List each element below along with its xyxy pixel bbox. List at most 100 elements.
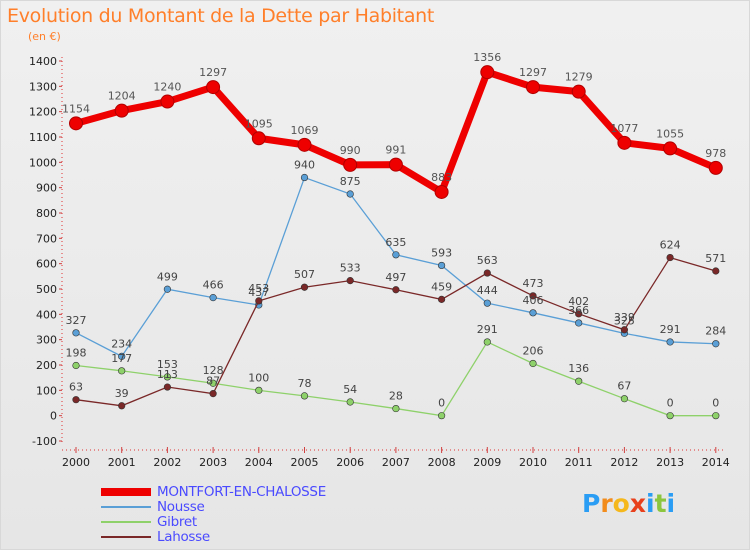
data-label-lahosse: 339 — [614, 311, 635, 324]
legend-label: Nousse — [157, 499, 205, 515]
y-tick-label: 500 — [36, 283, 57, 296]
data-point-montfort-en-chalosse — [343, 157, 358, 172]
data-point-montfort-en-chalosse — [663, 141, 678, 156]
y-tick-label: 100 — [36, 384, 57, 397]
data-point-nousse — [72, 329, 80, 337]
y-tick-label: 700 — [36, 232, 57, 245]
data-point-lahosse — [392, 286, 400, 294]
data-point-montfort-en-chalosse — [114, 103, 129, 118]
data-point-nousse — [529, 309, 537, 317]
data-label-lahosse: 563 — [477, 254, 498, 267]
data-label-montfort-en-chalosse: 1297 — [199, 66, 227, 79]
data-label-montfort-en-chalosse: 1095 — [245, 117, 273, 130]
y-tick-label: 1000 — [29, 156, 57, 169]
data-point-lahosse — [438, 295, 446, 303]
logo-letter: t — [654, 489, 667, 518]
data-label-montfort-en-chalosse: 990 — [340, 144, 361, 157]
y-tick-label: 1300 — [29, 80, 57, 93]
legend-swatch — [101, 488, 151, 496]
data-label-lahosse: 533 — [340, 262, 361, 275]
data-point-gibret — [575, 377, 583, 385]
data-label-gibret: 291 — [477, 323, 498, 336]
data-label-nousse: 291 — [660, 323, 681, 336]
chart-title: Evolution du Montant de la Dette par Hab… — [7, 5, 435, 27]
data-point-montfort-en-chalosse — [708, 160, 723, 175]
logo-letter: r — [600, 489, 613, 518]
data-point-gibret — [392, 404, 400, 413]
data-label-lahosse: 402 — [568, 295, 589, 308]
legend-label: MONTFORT-EN-CHALOSSE — [157, 484, 326, 500]
y-tick-label: 900 — [36, 182, 57, 195]
data-label-lahosse: 39 — [115, 387, 129, 400]
legend-swatch — [101, 536, 151, 538]
data-label-gibret: 0 — [438, 397, 445, 410]
data-point-montfort-en-chalosse — [297, 137, 312, 152]
y-tick-label: 300 — [36, 334, 57, 347]
legend-label: Gibret — [157, 514, 197, 530]
data-label-nousse: 284 — [705, 325, 726, 338]
data-point-montfort-en-chalosse — [480, 65, 495, 80]
y-tick-label: 1100 — [29, 131, 57, 144]
data-point-nousse — [666, 338, 674, 346]
data-point-montfort-en-chalosse — [526, 80, 540, 95]
x-tick-label: 2014 — [702, 456, 730, 469]
logo-letter: o — [612, 489, 630, 518]
data-point-gibret — [163, 373, 171, 381]
data-label-montfort-en-chalosse: 1055 — [656, 127, 684, 140]
data-point-lahosse — [712, 267, 720, 275]
data-point-lahosse — [575, 310, 583, 318]
data-point-nousse — [118, 352, 126, 360]
data-label-montfort-en-chalosse: 1356 — [473, 51, 501, 64]
data-label-nousse: 593 — [431, 246, 452, 259]
data-point-gibret — [666, 412, 674, 420]
data-label-lahosse: 473 — [523, 277, 544, 290]
x-tick-label: 2013 — [656, 456, 684, 469]
data-label-montfort-en-chalosse: 1154 — [62, 102, 90, 115]
data-label-nousse: 406 — [523, 294, 544, 307]
data-point-nousse — [209, 294, 217, 302]
data-point-gibret — [438, 412, 446, 420]
y-tick-label: 800 — [36, 207, 57, 220]
data-point-gibret — [300, 392, 309, 400]
data-point-lahosse — [72, 396, 80, 404]
data-label-nousse: 635 — [385, 236, 406, 249]
y-tick-label: 0 — [50, 410, 57, 423]
data-point-lahosse — [346, 277, 354, 285]
x-tick-label: 2004 — [245, 456, 273, 469]
x-tick-label: 2003 — [199, 456, 227, 469]
data-label-lahosse: 453 — [248, 282, 269, 295]
y-tick-label: 200 — [36, 359, 57, 372]
logo-letter: x — [629, 489, 646, 518]
y-tick-label: 400 — [36, 308, 57, 321]
logo-letter: P — [582, 489, 601, 518]
data-label-gibret: 198 — [66, 347, 87, 360]
data-label-lahosse: 87 — [206, 375, 220, 388]
data-point-lahosse — [118, 402, 126, 410]
data-point-gibret — [346, 398, 354, 406]
logo-letter: i — [666, 489, 676, 518]
data-point-nousse — [483, 299, 491, 307]
x-tick-label: 2011 — [565, 456, 593, 469]
data-point-lahosse — [666, 253, 674, 262]
data-label-nousse: 234 — [111, 337, 132, 350]
x-tick-label: 2001 — [108, 456, 136, 469]
data-point-montfort-en-chalosse — [434, 184, 449, 199]
data-point-lahosse — [163, 383, 171, 391]
data-point-montfort-en-chalosse — [206, 80, 221, 95]
data-label-gibret: 67 — [617, 380, 631, 393]
data-label-gibret: 136 — [568, 362, 589, 375]
data-label-gibret: 206 — [523, 344, 544, 357]
data-label-nousse: 366 — [568, 304, 589, 317]
data-label-lahosse: 459 — [431, 280, 452, 293]
data-label-lahosse: 571 — [705, 252, 726, 265]
data-point-gibret — [209, 379, 217, 387]
data-point-lahosse — [483, 269, 491, 277]
data-label-nousse: 940 — [294, 159, 315, 172]
data-point-nousse — [712, 340, 720, 348]
data-point-lahosse — [255, 297, 263, 305]
data-point-montfort-en-chalosse — [160, 94, 175, 109]
x-tick-label: 2006 — [336, 456, 364, 469]
x-tick-label: 2000 — [62, 456, 90, 469]
